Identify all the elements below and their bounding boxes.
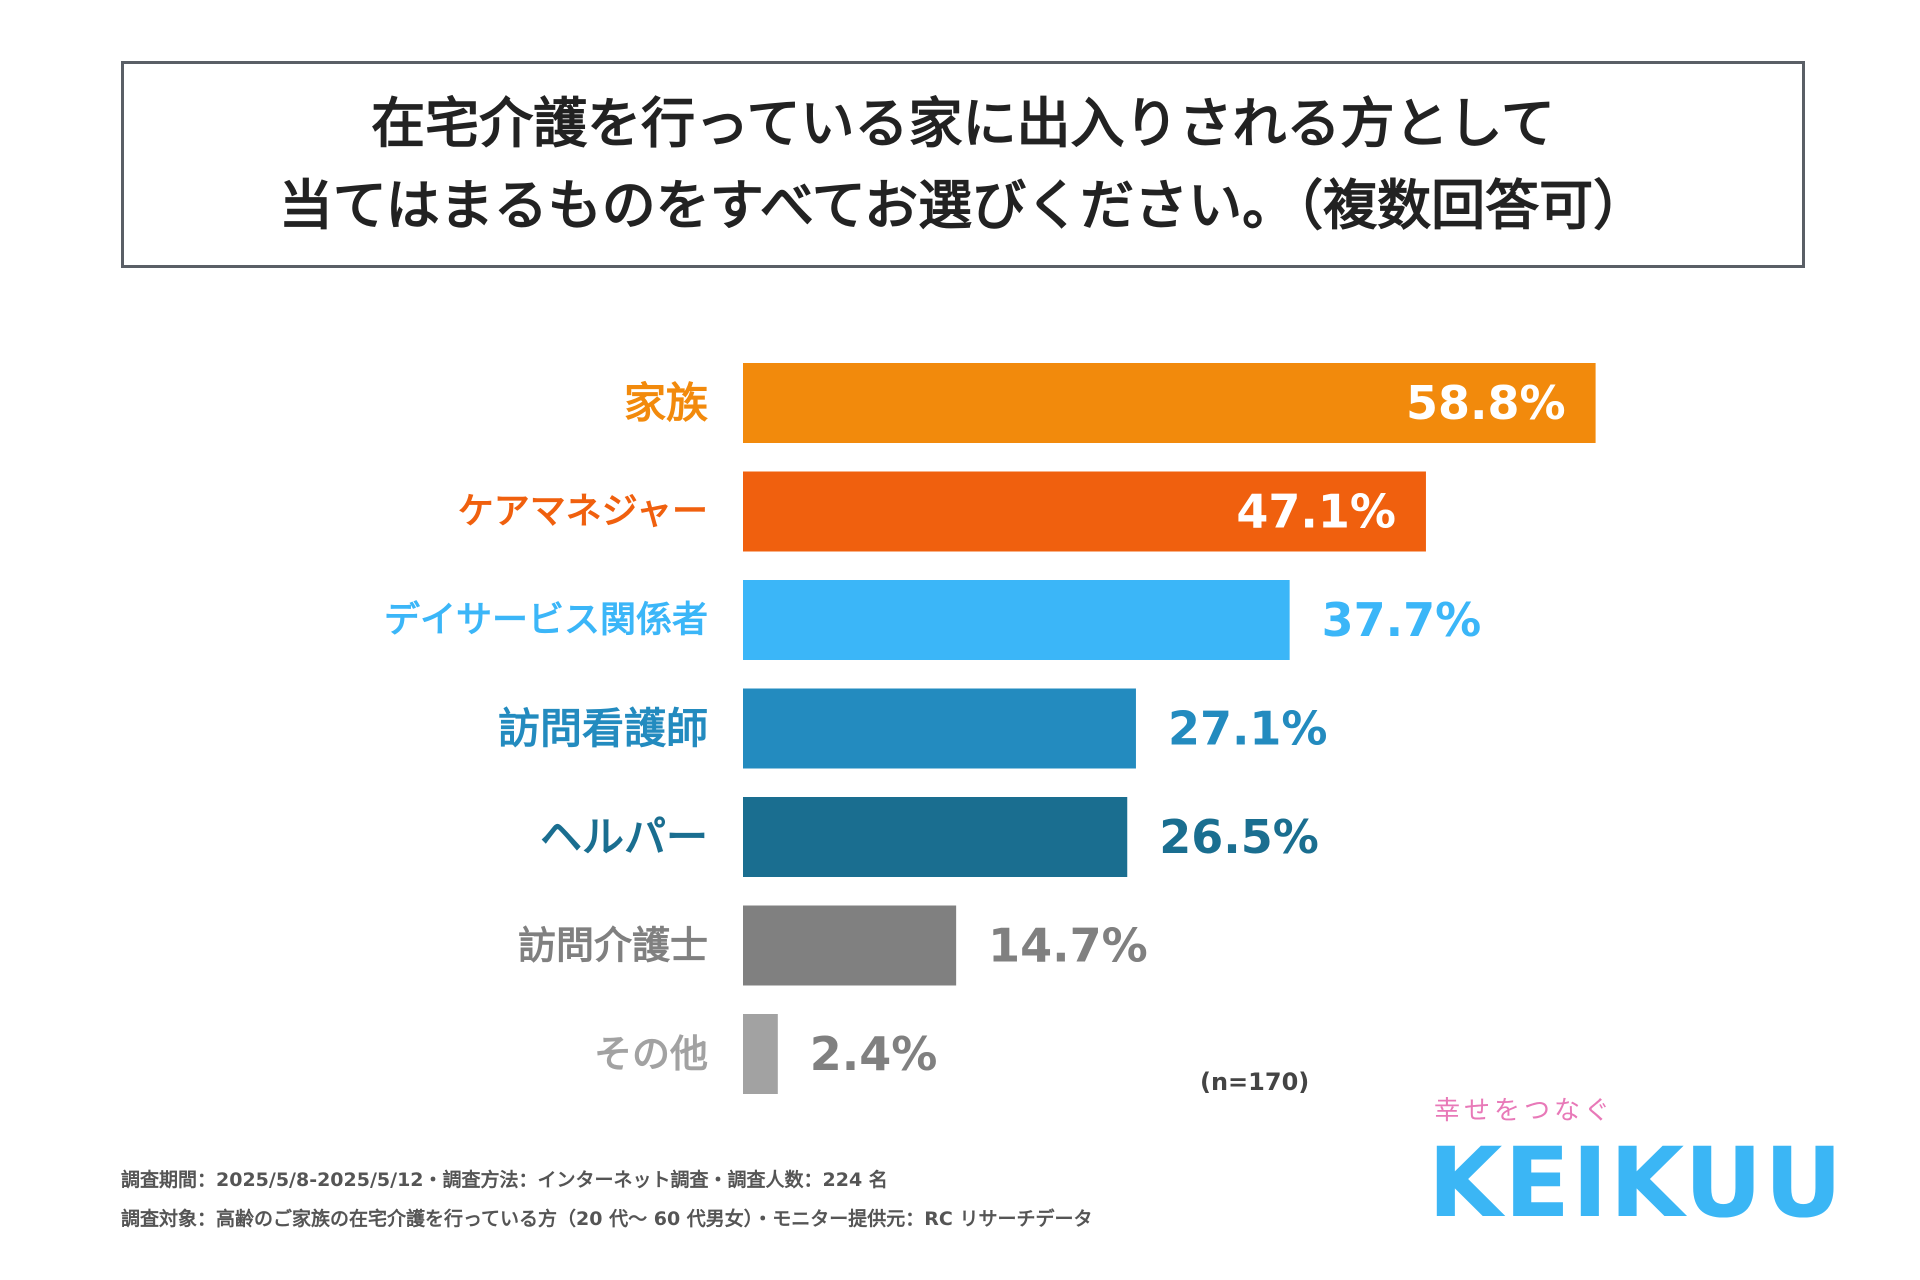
value-label-4: 27.1% bbox=[1168, 702, 1328, 756]
bar-6 bbox=[743, 905, 957, 986]
bar-4 bbox=[743, 688, 1136, 769]
brand-tagline: 幸せをつなぐ bbox=[1434, 1096, 1615, 1126]
bar-chart: 家族 58.8% ケアマネジャー 47.1% デイサービス関係者 37.7% 訪問看護師 27… bbox=[384, 363, 1596, 1094]
survey-target-note: 調査対象：高齢のご家族の在宅介護を行っている方（20 代～ 60 代男女）・モニ… bbox=[121, 1208, 1093, 1230]
category-label-3: デイサービス関係者 bbox=[384, 599, 708, 641]
survey-period-note: 調査期間：2025/5/8-2025/5/12・調査方法：インターネット調査・調… bbox=[121, 1169, 888, 1191]
bar-7 bbox=[743, 1014, 778, 1094]
category-label-4: 訪問看護師 bbox=[498, 704, 708, 753]
value-label-1: 58.8% bbox=[1406, 376, 1566, 430]
bar-5 bbox=[743, 797, 1128, 877]
value-label-7: 2.4% bbox=[810, 1027, 938, 1081]
bar-1 bbox=[743, 363, 1596, 443]
category-label-5: ヘルパー bbox=[540, 813, 708, 862]
category-label-2: ケアマネジャー bbox=[458, 491, 708, 532]
bar-3 bbox=[743, 580, 1290, 660]
brand-logo: KEIKUU bbox=[1428, 1127, 1845, 1239]
category-label-1: 家族 bbox=[624, 379, 708, 428]
chart-title-line-2: 当てはまるものをすべてお選びください。（複数回答可） bbox=[278, 173, 1648, 237]
value-label-3: 37.7% bbox=[1322, 593, 1482, 647]
value-label-2: 47.1% bbox=[1236, 485, 1396, 539]
bar-2 bbox=[743, 471, 1426, 552]
value-label-5: 26.5% bbox=[1159, 810, 1319, 864]
sample-size-note: (n=170) bbox=[1200, 1068, 1310, 1096]
category-label-6: 訪問介護士 bbox=[518, 924, 708, 968]
title-box: 在宅介護を行っている家に出入りされる方として 当てはまるものをすべてお選びくださ… bbox=[121, 61, 1805, 268]
category-label-7: その他 bbox=[594, 1032, 708, 1076]
chart-title-line-1: 在宅介護を行っている家に出入りされる方として bbox=[371, 91, 1555, 155]
value-label-6: 14.7% bbox=[988, 919, 1148, 973]
